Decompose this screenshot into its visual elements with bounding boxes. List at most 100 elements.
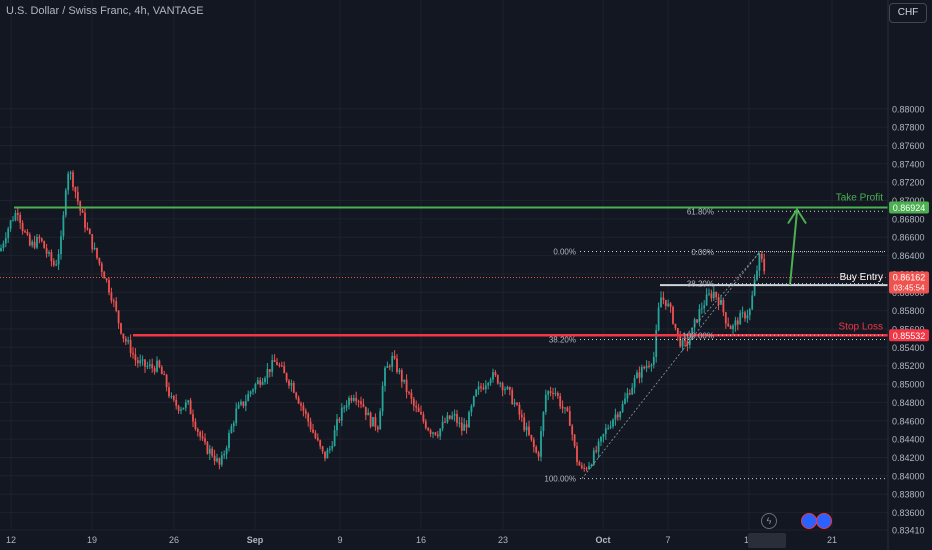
candle-body [292, 383, 295, 393]
candle-body [146, 365, 149, 367]
date-cursor-highlight [748, 533, 786, 548]
candle-body [703, 305, 706, 309]
take-profit-price-tag-bg [889, 201, 929, 214]
candle-body [585, 468, 588, 470]
candle-body [616, 414, 619, 418]
lightning-icon[interactable]: ϟ [761, 513, 777, 529]
y-tick-label: 0.87200 [892, 178, 925, 188]
candle-body [429, 430, 432, 434]
candle-body [506, 386, 509, 390]
y-tick-label: 0.84600 [892, 416, 925, 426]
candle-body [232, 423, 235, 427]
y-tick-label: 0.85200 [892, 361, 925, 371]
candle-body [4, 237, 7, 244]
time-axis[interactable]: 121926Sep91623Oct71421 [6, 535, 837, 545]
us-flag-event-icon-2[interactable] [816, 513, 832, 529]
candle-body [139, 360, 142, 364]
candle-body [412, 398, 415, 406]
candle-body [24, 231, 26, 233]
candle-body [336, 419, 338, 431]
candle-body [648, 365, 650, 367]
candle-body [100, 263, 103, 272]
candle-body [571, 425, 574, 435]
candle-body [290, 383, 293, 386]
candle-body [691, 327, 694, 340]
candle-body [117, 310, 120, 324]
candle-body [739, 312, 742, 325]
candle-body [480, 386, 482, 388]
x-tick-label: 23 [498, 535, 508, 545]
us-flag-event-icon[interactable] [801, 513, 817, 529]
candle-body [393, 355, 396, 359]
candle-body [763, 258, 766, 272]
candle-body [600, 436, 602, 442]
candle-body [444, 421, 446, 423]
candle-body [717, 297, 720, 305]
candle-body [660, 297, 662, 308]
candle-body [532, 439, 535, 447]
candle-body [196, 428, 199, 432]
candle-body [748, 309, 751, 316]
candle-body [492, 372, 494, 380]
fib-left-label: 100.00% [544, 475, 576, 484]
fib-right-label: 100.00% [682, 331, 714, 340]
candle-body [724, 312, 727, 324]
candle-body [369, 412, 372, 427]
candle-body [676, 328, 679, 336]
candle-body [9, 220, 12, 229]
candle-body [228, 433, 230, 449]
candle-body [192, 414, 194, 422]
candle-body [328, 448, 331, 450]
take-profit-label: Take Profit [836, 193, 883, 204]
candle-body [640, 366, 643, 378]
candle-body [213, 455, 216, 462]
y-tick-label: 0.84200 [892, 453, 925, 463]
candle-body [559, 396, 562, 407]
take-profit-price-text: 0.86924 [893, 203, 926, 213]
x-tick-label: Sep [247, 535, 264, 545]
candle-body [549, 391, 552, 393]
candle-body [254, 384, 257, 390]
candle-body [592, 450, 595, 465]
candle-body [753, 279, 756, 296]
candle-body [7, 228, 10, 238]
y-tick-label: 0.83600 [892, 508, 925, 518]
candle-body [434, 432, 437, 435]
fib-right-label: 0.00% [691, 248, 714, 257]
candle-body [52, 260, 55, 266]
candle-body [734, 320, 737, 326]
candle-body [216, 458, 218, 462]
candle-body [45, 248, 48, 254]
symbol-title[interactable]: U.S. Dollar / Swiss Franc, 4h, VANTAGE [6, 5, 204, 17]
fib-left-trend [581, 251, 761, 479]
price-axis[interactable]: 0.88000 0.87800 0.87600 0.87400 0.87200 0.870… [887, 0, 929, 550]
candle-body [172, 396, 175, 400]
candle-body [177, 405, 180, 411]
candle-body [333, 430, 336, 447]
candle-body [595, 450, 598, 452]
candle-body [580, 465, 583, 468]
candle-body [381, 385, 384, 412]
candle-body [240, 401, 242, 405]
candle-body [165, 374, 168, 388]
candle-body [72, 172, 74, 188]
candle-body [98, 257, 101, 264]
candle-body [21, 222, 24, 232]
candle-body [525, 426, 528, 431]
x-tick-label: 9 [337, 535, 342, 545]
candle-body [151, 364, 154, 369]
x-tick-label: 21 [827, 535, 837, 545]
x-tick-label: 7 [665, 535, 670, 545]
candle-body [626, 393, 629, 399]
candle-body [741, 312, 744, 314]
candle-body [144, 359, 146, 367]
candle-body [408, 392, 410, 394]
candle-body [367, 412, 370, 416]
currency-button[interactable]: CHF [889, 3, 927, 23]
candle-body [708, 293, 710, 295]
candle-body [508, 386, 511, 391]
candle-body [609, 426, 612, 428]
y-tick-label: 0.85000 [892, 380, 925, 390]
